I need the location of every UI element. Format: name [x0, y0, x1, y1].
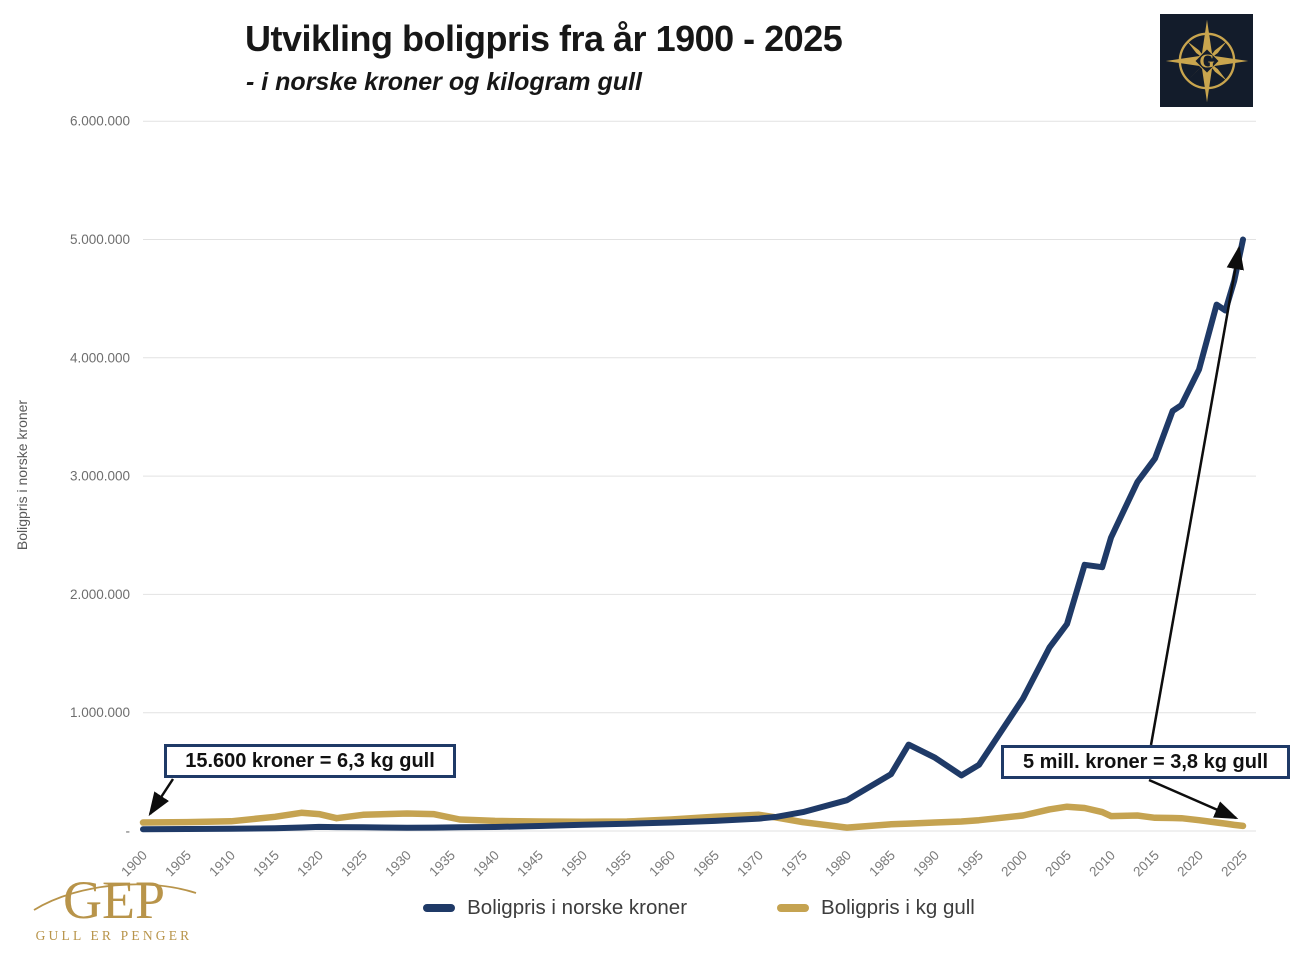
y-tick-label: -	[126, 824, 131, 839]
annotation-arrow	[1148, 778, 1239, 820]
x-tick-label: 1930	[382, 848, 414, 880]
x-tick-label: 1970	[734, 848, 766, 880]
legend-swatch-nok	[423, 904, 456, 912]
gep-logo-swoosh	[33, 883, 197, 911]
x-tick-label: 1950	[558, 848, 590, 880]
x-tick-label: 1985	[866, 848, 898, 880]
page-title: Utvikling boligpris fra år 1900 - 2025	[245, 18, 843, 59]
y-tick-label: 6.000.000	[70, 114, 130, 129]
compass-icon: G	[1165, 19, 1248, 102]
x-tick-label: 1945	[514, 848, 546, 880]
x-tick-label: 2000	[998, 848, 1030, 880]
x-tick-label: 1935	[426, 848, 458, 880]
legend-swatch-gull	[777, 904, 810, 912]
x-tick-label: 2010	[1086, 848, 1118, 880]
compass-letter: G	[1199, 50, 1214, 72]
x-tick-label: 2025	[1218, 848, 1250, 880]
y-tick-label: 1.000.000	[70, 705, 130, 720]
x-tick-label: 1995	[954, 848, 986, 880]
x-tick-label: 1915	[250, 848, 282, 880]
x-tick-label: 2015	[1130, 848, 1162, 880]
x-tick-label: 1980	[822, 848, 854, 880]
x-tick-label: 1955	[602, 848, 634, 880]
page-subtitle: - i norske kroner og kilogram gull	[246, 68, 642, 96]
annotation-arrow	[1149, 245, 1244, 746]
y-tick-label: 3.000.000	[70, 469, 130, 484]
x-tick-label: 2020	[1174, 848, 1206, 880]
annotation-1900: 15.600 kroner = 6,3 kg gull	[164, 744, 456, 778]
y-tick-label: 2.000.000	[70, 587, 130, 602]
legend-item-gull: Boligpris i kg gull	[777, 896, 975, 920]
x-tick-label: 1910	[206, 848, 238, 880]
y-tick-label: 5.000.000	[70, 232, 130, 247]
gep-logo-graphic: GEP GULL ER PENGER	[33, 870, 197, 943]
x-tick-label: 1990	[910, 848, 942, 880]
x-tick-label: 2005	[1042, 848, 1074, 880]
gep-logo-text: GEP	[63, 870, 165, 930]
x-tick-label: 1925	[338, 848, 370, 880]
x-tick-label: 1940	[470, 848, 502, 880]
y-tick-label: 4.000.000	[70, 350, 130, 365]
legend-label-nok: Boligpris i norske kroner	[467, 896, 688, 919]
x-tick-label: 1975	[778, 848, 810, 880]
x-tick-label: 1920	[294, 848, 326, 880]
series-line-nok	[140, 236, 1246, 833]
gep-logo-tagline: GULL ER PENGER	[36, 928, 193, 943]
series-line-kg-gull	[139, 803, 1247, 831]
annotation-2025: 5 mill. kroner = 3,8 kg gull	[1001, 745, 1290, 779]
chart-legend: Boligpris i norske kroner Boligpris i kg…	[143, 896, 1255, 920]
compass-logo: G	[1160, 14, 1253, 107]
legend-label-gull: Boligpris i kg gull	[821, 896, 975, 919]
x-tick-label: 1960	[646, 848, 678, 880]
legend-item-nok: Boligpris i norske kroner	[423, 896, 687, 920]
gep-logo: GEP GULL ER PENGER	[28, 866, 200, 948]
annotation-arrow	[148, 778, 175, 817]
x-tick-label: 1965	[690, 848, 722, 880]
